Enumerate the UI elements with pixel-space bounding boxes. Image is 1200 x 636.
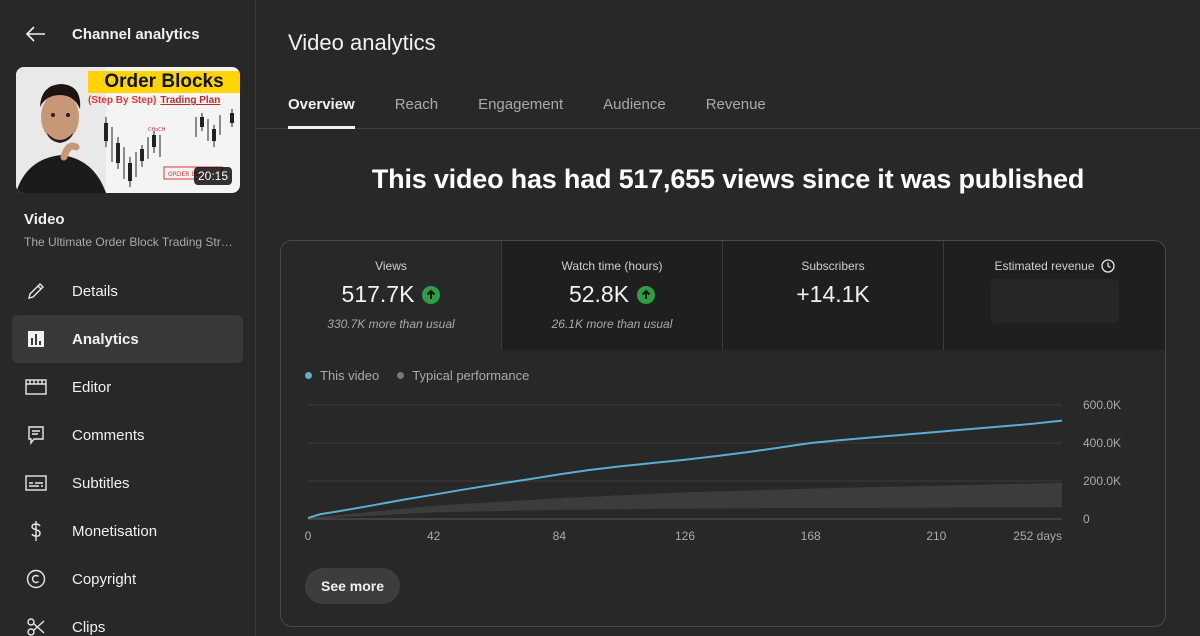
legend-label: Typical performance: [412, 368, 530, 383]
sidebar-item-label: Monetisation: [72, 522, 158, 540]
subtitles-icon: [24, 471, 48, 495]
svg-text:CHoCH: CHoCH: [148, 127, 166, 133]
x-tick-label: 126: [675, 529, 695, 543]
x-tick-label: 84: [553, 529, 567, 543]
tab-engagement[interactable]: Engagement: [478, 96, 564, 113]
metric-watch-time[interactable]: Watch time (hours) 52.8K 26.1K more than…: [502, 241, 723, 350]
sidebar-item-label: Comments: [72, 426, 145, 444]
sidebar-item-label: Editor: [72, 378, 112, 396]
x-tick-label: 168: [801, 529, 821, 543]
svg-text:ORDER BLOCK: ORDER BLOCK: [168, 171, 213, 178]
video-duration: 20:15: [193, 167, 232, 185]
sidebar-item-monetisation[interactable]: Monetisation: [12, 507, 243, 555]
metric-label: Views: [375, 259, 407, 273]
analytics-icon: [24, 327, 48, 351]
metric-value: +14.1K: [796, 281, 870, 307]
metric-comparison: 330.7K more than usual: [327, 317, 455, 331]
sidebar-item-details[interactable]: Details: [12, 267, 243, 315]
sidebar-item-label: Details: [72, 282, 118, 300]
legend-dot: [305, 372, 312, 379]
legend-dot: [397, 372, 405, 379]
thumbnail-subtitle-accent: Trading Plan: [160, 95, 221, 106]
sidebar-item-copyright[interactable]: Copyright: [12, 555, 243, 603]
sidebar: Channel analytics Order Blocks (Step By …: [0, 0, 256, 636]
typical-performance-band: [308, 482, 1062, 519]
video-thumbnail[interactable]: Order Blocks (Step By Step) Trading Plan: [16, 67, 240, 193]
sidebar-item-label: Clips: [72, 618, 106, 636]
x-tick-label: 210: [926, 529, 946, 543]
metric-value: 52.8K: [568, 281, 630, 307]
metric-tabs: Views 517.7K 330.7K more than usual Watc…: [281, 241, 1165, 350]
metric-estimated-revenue[interactable]: Estimated revenue: [944, 241, 1165, 350]
y-tick-label: 0: [1083, 512, 1090, 526]
dollar-icon: [24, 519, 48, 543]
thumbnail-title: Order Blocks: [88, 71, 240, 93]
tab-revenue[interactable]: Revenue: [705, 96, 766, 113]
trend-up-icon: [637, 285, 656, 304]
tab-reach[interactable]: Reach: [394, 96, 439, 113]
metric-label: Estimated revenue: [944, 259, 1165, 273]
sidebar-item-label: Copyright: [72, 570, 137, 588]
views-chart[interactable]: 600.0K 400.0K 200.0K 0 0 42 84 126 168 210 252 day…: [281, 391, 1165, 551]
revenue-loading-placeholder: [991, 279, 1119, 323]
sidebar-header: Channel analytics: [0, 0, 255, 68]
main-content: Video analytics Overview Reach Engagemen…: [256, 0, 1200, 636]
comment-icon: [24, 423, 48, 447]
tab-bar: Overview Reach Engagement Audience Reven…: [256, 82, 1200, 129]
clock-icon: [1100, 259, 1115, 273]
y-tick-label: 400.0K: [1083, 436, 1121, 450]
metric-label-text: Estimated revenue: [994, 259, 1095, 273]
sidebar-title: Channel analytics: [72, 25, 200, 43]
tab-audience[interactable]: Audience: [603, 96, 666, 113]
metric-label: Subscribers: [801, 259, 865, 273]
overview-card: Views 517.7K 330.7K more than usual Watc…: [280, 240, 1166, 627]
sidebar-item-analytics[interactable]: Analytics: [12, 315, 243, 363]
video-label: Video: [24, 211, 65, 228]
sidebar-item-subtitles[interactable]: Subtitles: [12, 459, 243, 507]
video-name[interactable]: The Ultimate Order Block Trading Strateg…: [24, 235, 234, 249]
sidebar-item-clips[interactable]: Clips: [12, 603, 243, 636]
legend-item-typical[interactable]: Typical performance: [397, 368, 529, 383]
sidebar-item-label: Subtitles: [72, 474, 130, 492]
back-arrow-icon[interactable]: [24, 22, 48, 46]
trend-up-icon: [422, 285, 441, 304]
sidebar-item-label: Analytics: [72, 330, 139, 348]
metric-subscribers[interactable]: Subscribers +14.1K: [723, 241, 944, 350]
copyright-icon: [24, 567, 48, 591]
metric-value: 517.7K: [341, 281, 415, 307]
chart-legend: This video Typical performance: [305, 368, 529, 383]
scissors-icon: [24, 615, 48, 636]
see-more-button[interactable]: See more: [305, 568, 401, 604]
film-icon: [24, 375, 48, 399]
metric-comparison: 26.1K more than usual: [551, 317, 673, 331]
pencil-icon: [24, 279, 48, 303]
legend-item-this-video[interactable]: This video: [305, 368, 379, 383]
sidebar-nav: Details Analytics Editor Comments: [12, 267, 243, 636]
candlestick-image: ORDER BLOCK CHoCH: [104, 109, 234, 187]
views-headline: This video has had 517,655 views since i…: [371, 164, 1085, 194]
series-line-this-video: [307, 419, 1063, 520]
y-tick-label: 600.0K: [1083, 398, 1121, 412]
thumbnail-subtitle-text: (Step By Step): [88, 95, 157, 106]
metric-views[interactable]: Views 517.7K 330.7K more than usual: [281, 241, 502, 350]
sidebar-item-editor[interactable]: Editor: [12, 363, 243, 411]
tab-overview[interactable]: Overview: [288, 82, 355, 129]
page-title: Video analytics: [288, 30, 436, 55]
legend-label: This video: [320, 368, 380, 383]
thumbnail-subtitle: (Step By Step) Trading Plan: [88, 95, 220, 106]
metric-label: Watch time (hours): [561, 259, 663, 273]
x-tick-label: 0: [305, 529, 312, 543]
x-tick-label: 42: [427, 529, 441, 543]
sidebar-item-comments[interactable]: Comments: [12, 411, 243, 459]
x-tick-label: 252 days: [1013, 529, 1062, 543]
y-tick-label: 200.0K: [1083, 474, 1121, 488]
